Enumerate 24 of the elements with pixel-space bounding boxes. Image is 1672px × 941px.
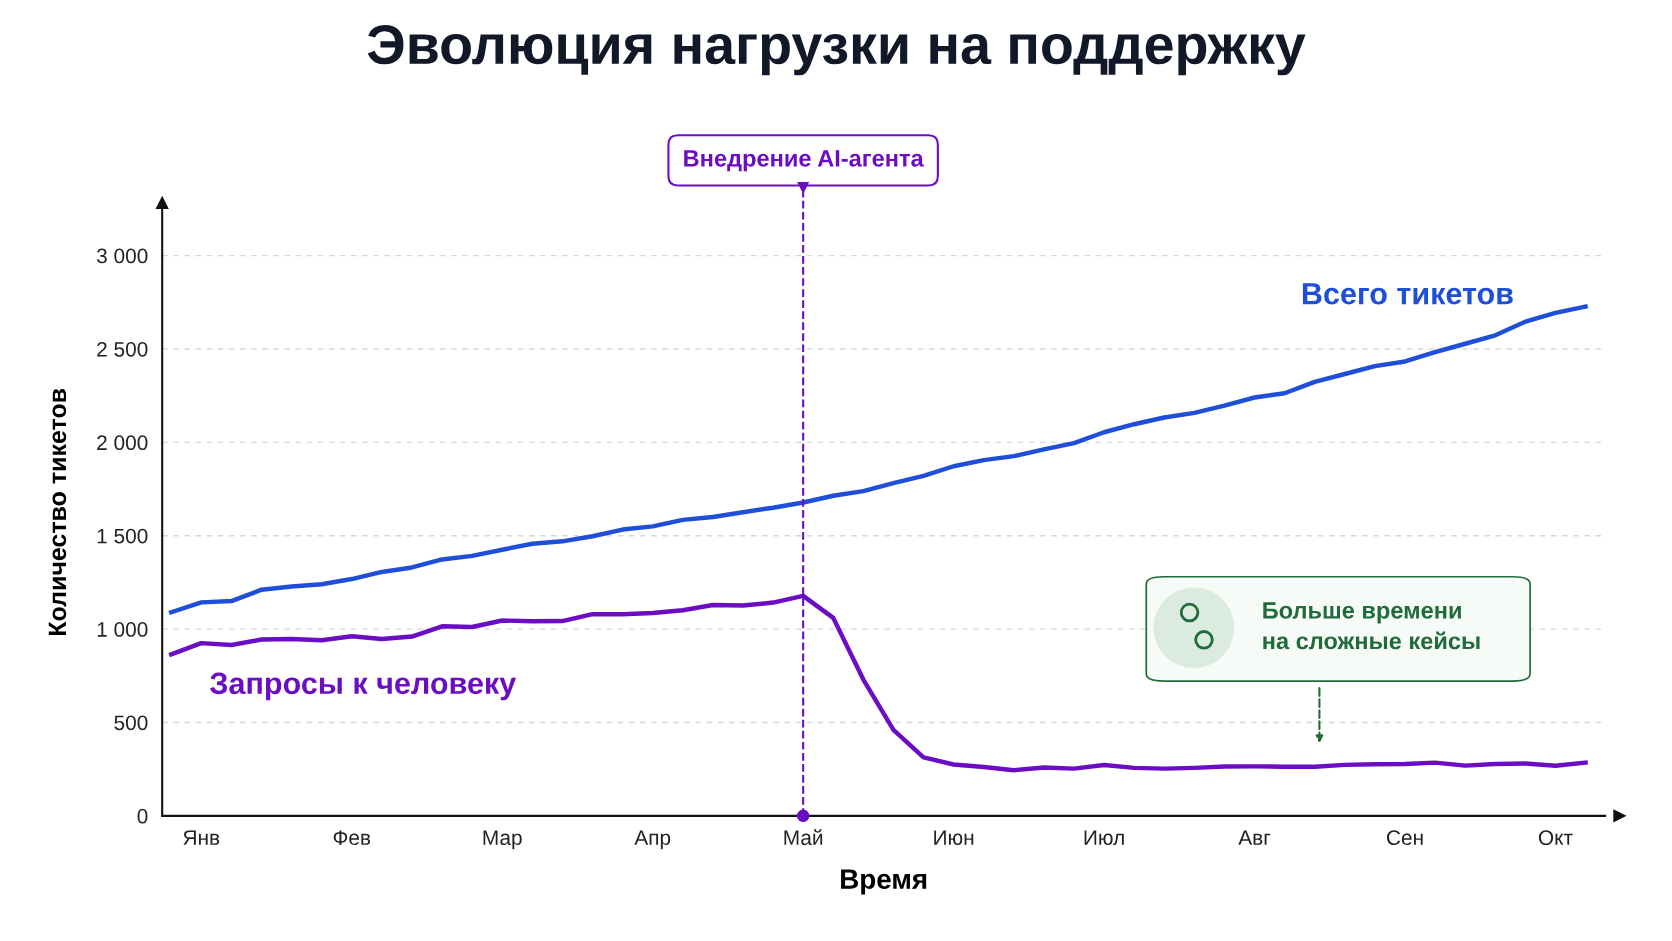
x-tick-label: Авг: [1238, 830, 1271, 845]
x-tick-label: Май: [784, 829, 823, 846]
x-tick-label: Фев: [333, 830, 371, 846]
series-label: Всего тикетов: [1302, 283, 1513, 305]
x-tick-label: Окт: [1538, 830, 1573, 846]
y-tick-label: 1 500: [97, 528, 148, 544]
y-axis-title: Количество тикетов: [48, 388, 67, 636]
y-tick-label: 1 000: [97, 622, 148, 637]
y-tick-label: 3 000: [96, 248, 148, 264]
y-tick-label: 0: [137, 808, 148, 824]
annotation: Больше времени на сложные кейсы: [1263, 602, 1480, 650]
x-tick-label: Янв: [183, 830, 220, 845]
x-tick-label: Мар: [483, 830, 522, 850]
y-tick-label: 2 500: [97, 341, 148, 357]
ref-line-label: Внедрение AI-агента: [684, 150, 924, 172]
x-tick-label: Июн: [934, 830, 974, 846]
x-axis-title: Время: [841, 869, 927, 895]
series-label: Запросы к человеку: [210, 672, 517, 701]
y-tick-label: 500: [114, 715, 148, 731]
x-tick-label: Апр: [634, 830, 671, 850]
x-tick-label: Июл: [1084, 830, 1124, 846]
chart-title: Эволюция нагрузки на поддержку: [367, 24, 1306, 76]
y-tick-label: 2 000: [97, 435, 148, 451]
x-tick-label: Сен: [1387, 830, 1423, 846]
